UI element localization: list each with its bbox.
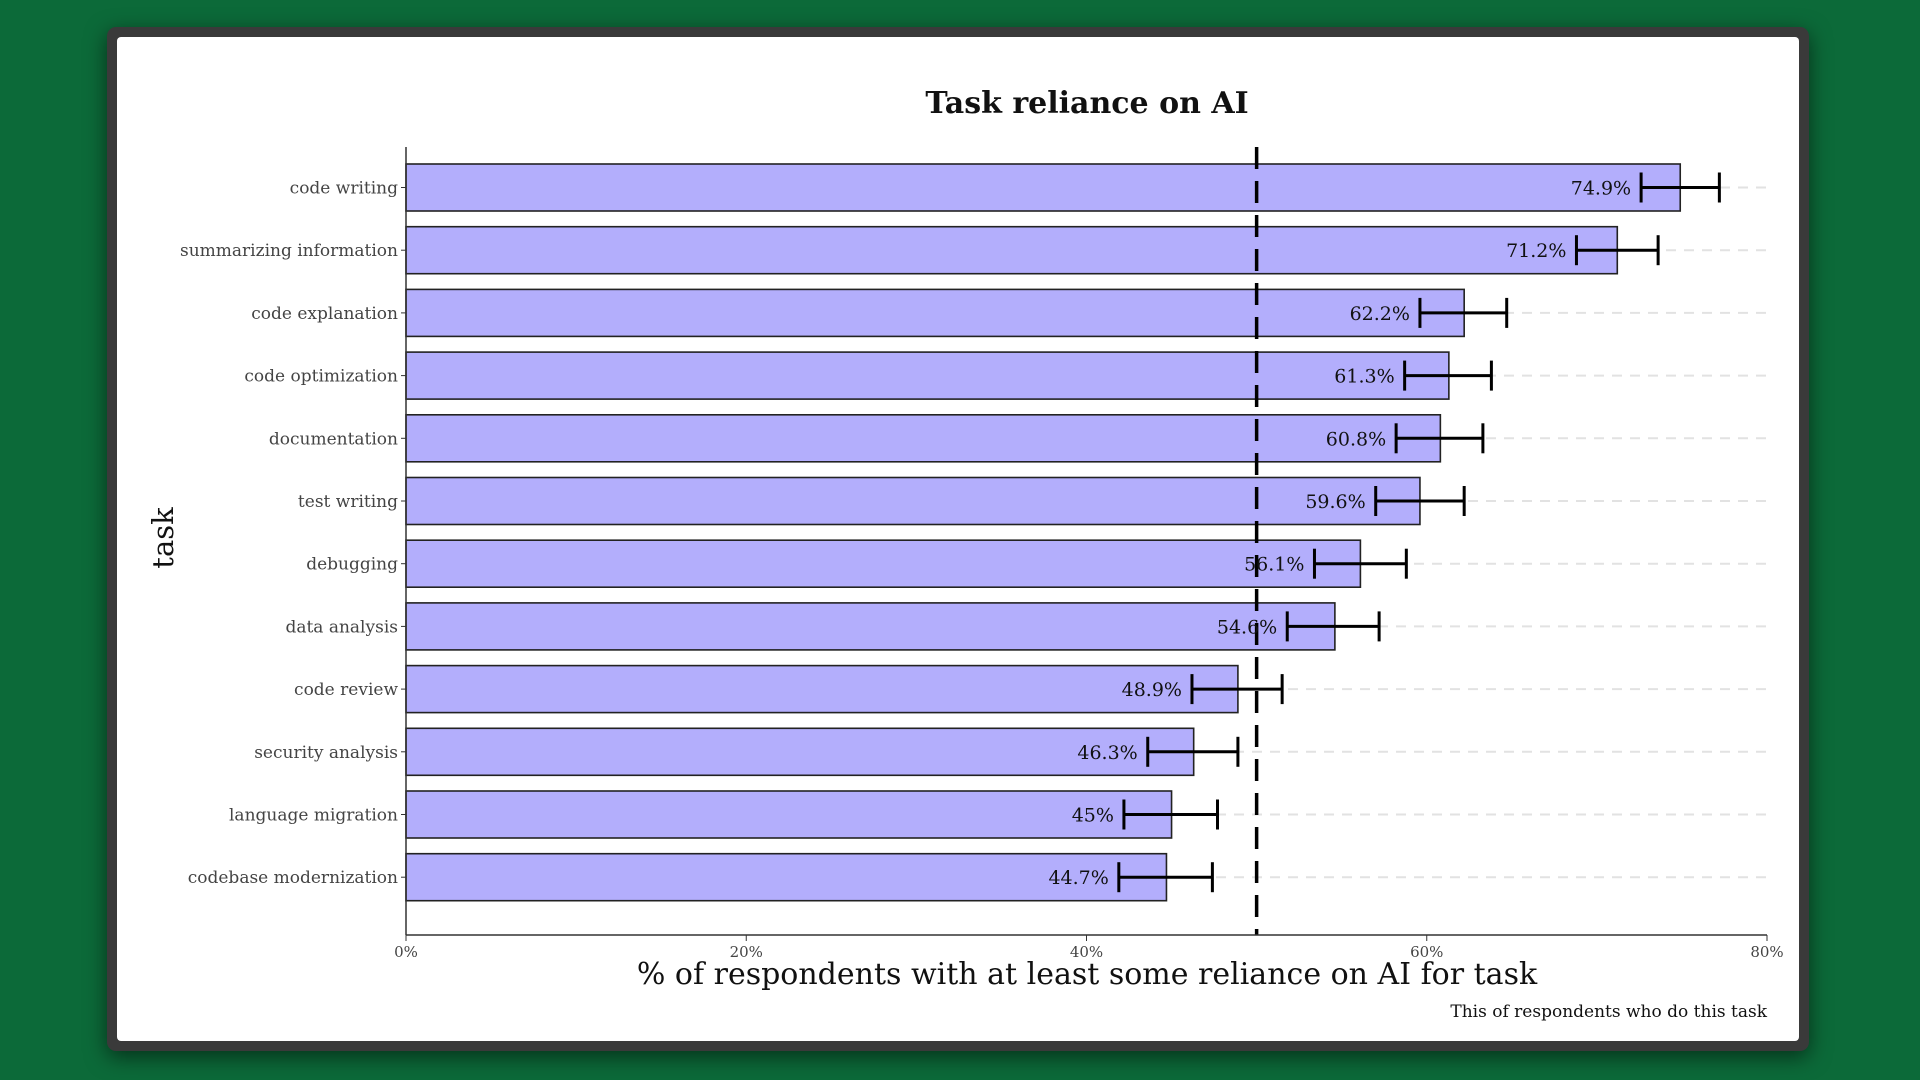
- value-label: 56.1%: [1244, 554, 1304, 576]
- category-label: data analysis: [285, 617, 398, 637]
- bar: [405, 602, 1336, 651]
- category-label: test writing: [298, 492, 398, 512]
- value-label: 62.2%: [1350, 303, 1410, 325]
- bar: [405, 664, 1239, 714]
- bar: [405, 476, 1421, 526]
- x-axis-label: % of respondents with at least some reli…: [637, 957, 1538, 992]
- bar: [405, 790, 1173, 839]
- bars: [405, 163, 1682, 902]
- bar: [405, 727, 1195, 777]
- bar: [405, 852, 1168, 902]
- category-label: code review: [294, 680, 398, 700]
- bar: [405, 413, 1442, 463]
- chart-title: Task reliance on AI: [925, 86, 1248, 121]
- category-label: debugging: [306, 555, 398, 575]
- value-label: 45%: [1072, 805, 1114, 827]
- category-label: summarizing information: [180, 241, 398, 261]
- x-tick-label: 20%: [730, 943, 763, 961]
- category-label: language migration: [229, 806, 398, 826]
- category-label: code explanation: [251, 304, 398, 324]
- error-bars: [1117, 172, 1721, 893]
- category-label: code optimization: [244, 367, 398, 387]
- window-frame: 74.9% 71.2% 62.2% 61.3% 60.8% 59.6% 56.1% 54.6%…: [107, 27, 1809, 1051]
- value-label: 60.8%: [1326, 428, 1386, 450]
- y-axis-label: task: [146, 507, 180, 569]
- x-tick-label: 0%: [394, 943, 418, 961]
- value-labels: 74.9% 71.2% 62.2% 61.3% 60.8% 59.6% 56.1% 54.6%…: [1048, 178, 1631, 890]
- value-label: 54.6%: [1217, 616, 1277, 638]
- chart-card: 74.9% 71.2% 62.2% 61.3% 60.8% 59.6% 56.1% 54.6%…: [117, 37, 1799, 1041]
- bar-chart: 74.9% 71.2% 62.2% 61.3% 60.8% 59.6% 56.1% 54.6%…: [146, 86, 1784, 1022]
- value-label: 59.6%: [1305, 491, 1365, 513]
- category-label: security analysis: [254, 743, 398, 763]
- value-label: 61.3%: [1334, 366, 1394, 388]
- category-label: documentation: [269, 429, 398, 449]
- value-label: 74.9%: [1571, 178, 1631, 200]
- value-label: 44.7%: [1048, 867, 1108, 889]
- axes: code writing summarizing information code …: [180, 147, 1784, 961]
- bar: [405, 225, 1619, 275]
- x-tick-label: 80%: [1750, 943, 1783, 961]
- x-tick-label: 40%: [1070, 943, 1103, 961]
- chart-caption: This of respondents who do this task: [1450, 1002, 1767, 1022]
- x-tick-label: 60%: [1410, 943, 1443, 961]
- value-label: 71.2%: [1506, 240, 1566, 262]
- bar: [405, 351, 1450, 400]
- value-label: 48.9%: [1122, 679, 1182, 701]
- value-label: 46.3%: [1077, 742, 1137, 764]
- category-label: codebase modernization: [188, 868, 398, 888]
- bar: [405, 163, 1682, 212]
- bar: [405, 539, 1362, 589]
- category-label: code writing: [290, 179, 398, 199]
- bar: [405, 288, 1465, 338]
